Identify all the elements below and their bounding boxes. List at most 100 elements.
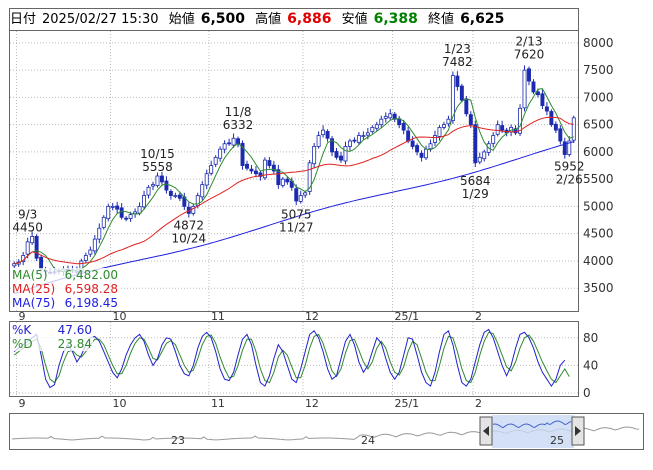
candle	[222, 140, 227, 154]
month-label: 2	[475, 397, 482, 410]
candle	[334, 147, 339, 160]
candle	[316, 131, 321, 149]
candle	[204, 169, 209, 190]
candle	[267, 157, 272, 169]
candle	[285, 176, 290, 185]
month-label: 25/1	[394, 397, 419, 410]
candle	[142, 190, 147, 210]
candle	[177, 191, 182, 202]
month-label: 9	[18, 310, 25, 323]
annotation-date: 9/3	[18, 207, 37, 221]
candle	[343, 141, 348, 165]
candle	[356, 132, 361, 146]
price-header: 日付 2025/02/27 15:30 始値 6,500 高値 6,886 安値 6,3…	[10, 8, 578, 30]
navigator-selection-line	[492, 420, 572, 429]
annotation-price: 5558	[142, 160, 173, 174]
ma5-legend-value: 6,482.00	[65, 268, 118, 282]
annotation-price: 7482	[442, 55, 473, 69]
candle	[527, 66, 531, 86]
ma25-legend-label: MA(25)	[12, 282, 55, 296]
candle	[477, 152, 482, 165]
candle	[253, 166, 258, 178]
stoch-tick-label: 40	[583, 358, 598, 372]
candle	[549, 109, 554, 127]
candle	[110, 202, 115, 211]
k-legend-value: 47.60	[58, 323, 92, 337]
annotation-date: 2/26	[556, 173, 583, 187]
open-value: 6,500	[200, 11, 245, 27]
candle	[571, 115, 576, 143]
price-tick-label: 3500	[583, 281, 614, 295]
candle	[370, 125, 375, 134]
navigator-year-label: 24	[361, 434, 375, 447]
ma-legend: MA(5) 6,482.00 MA(25) 6,598.28 MA(75) 6,…	[11, 268, 119, 310]
candle	[191, 204, 196, 216]
candle	[374, 121, 379, 132]
candle	[231, 133, 236, 148]
candle	[34, 234, 39, 262]
annotation-date: 11/27	[279, 220, 314, 234]
candle	[312, 142, 317, 168]
candle	[280, 176, 285, 188]
candle	[415, 143, 420, 156]
month-label: 10	[112, 397, 126, 410]
candle	[262, 157, 267, 180]
candle	[151, 181, 155, 191]
candle	[513, 125, 518, 136]
annotation-date: 10/24	[172, 231, 207, 245]
high-label: 高値	[255, 12, 282, 27]
annotation-date: 1/29	[462, 187, 489, 201]
stoch-grid: 0 40 80	[10, 331, 598, 400]
candle	[397, 115, 402, 129]
close-label: 終値	[428, 12, 455, 27]
ma5-line	[14, 88, 574, 272]
candle	[330, 135, 335, 157]
candle	[392, 112, 397, 123]
price-tick-label: 7000	[583, 90, 614, 104]
d-legend-label: %D	[12, 337, 33, 351]
month-label: 25/1	[394, 310, 419, 323]
candle	[200, 181, 205, 201]
candle	[450, 71, 455, 125]
candle	[164, 176, 169, 194]
annotation-price: 4872	[174, 218, 205, 232]
candle	[433, 130, 437, 146]
candle	[88, 246, 93, 258]
left-handle-arrow-icon	[483, 426, 489, 436]
navigator-year-label: 25	[550, 434, 564, 447]
candle	[236, 136, 241, 148]
navigator[interactable]: 23 24 25	[11, 415, 640, 448]
right-handle-arrow-icon	[575, 426, 581, 436]
candle	[540, 89, 545, 110]
candle	[558, 125, 563, 145]
datetime-value: 2025/02/27 15:30	[42, 12, 159, 27]
month-label: 12	[305, 310, 319, 323]
x-axis-month-labels-lower: 9 10 11 12 25/1 2	[18, 397, 482, 410]
price-tick-label: 8000	[583, 36, 614, 50]
candle	[562, 137, 567, 159]
candle	[437, 125, 442, 141]
candle	[446, 115, 451, 127]
price-tick-label: 4000	[583, 254, 614, 268]
price-tick-label: 6000	[583, 145, 614, 159]
header-frame	[9, 8, 579, 31]
low-value: 6,388	[373, 11, 418, 27]
candle	[101, 215, 106, 230]
low-label: 安値	[341, 12, 368, 27]
stoch-panel-frame	[9, 321, 579, 397]
candle	[25, 237, 30, 259]
annotation-price: 5075	[281, 207, 312, 221]
ma75-line	[14, 141, 574, 295]
candle	[227, 138, 232, 146]
candle	[325, 129, 330, 142]
month-label: 2	[475, 310, 482, 323]
candle	[379, 115, 384, 129]
navigator-selection[interactable]	[492, 415, 574, 448]
